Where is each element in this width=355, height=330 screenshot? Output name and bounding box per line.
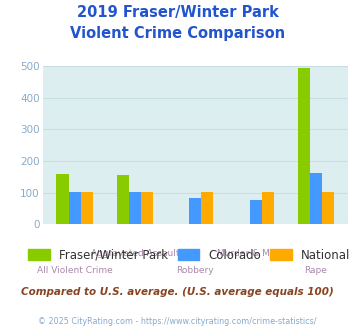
Bar [310, 173, 322, 224]
Bar [129, 192, 141, 224]
Bar [298, 68, 310, 224]
Bar [141, 192, 153, 224]
Text: 2019 Fraser/Winter Park: 2019 Fraser/Winter Park [77, 5, 278, 20]
Text: Murder & Mans...: Murder & Mans... [217, 249, 294, 258]
Text: Aggravated Assault: Aggravated Assault [91, 249, 179, 258]
Bar [189, 198, 201, 224]
Text: All Violent Crime: All Violent Crime [37, 266, 113, 275]
Text: Compared to U.S. average. (U.S. average equals 100): Compared to U.S. average. (U.S. average … [21, 287, 334, 297]
Text: © 2025 CityRating.com - https://www.cityrating.com/crime-statistics/: © 2025 CityRating.com - https://www.city… [38, 317, 317, 326]
Legend: Fraser/Winter Park, Colorado, National: Fraser/Winter Park, Colorado, National [24, 244, 355, 266]
Bar [81, 192, 93, 224]
Bar [262, 192, 274, 224]
Bar [322, 192, 334, 224]
Bar [250, 200, 262, 224]
Text: Violent Crime Comparison: Violent Crime Comparison [70, 26, 285, 41]
Bar [56, 174, 69, 224]
Bar [117, 175, 129, 224]
Text: Rape: Rape [305, 266, 327, 275]
Bar [201, 192, 213, 224]
Text: Robbery: Robbery [176, 266, 214, 275]
Bar [69, 192, 81, 224]
